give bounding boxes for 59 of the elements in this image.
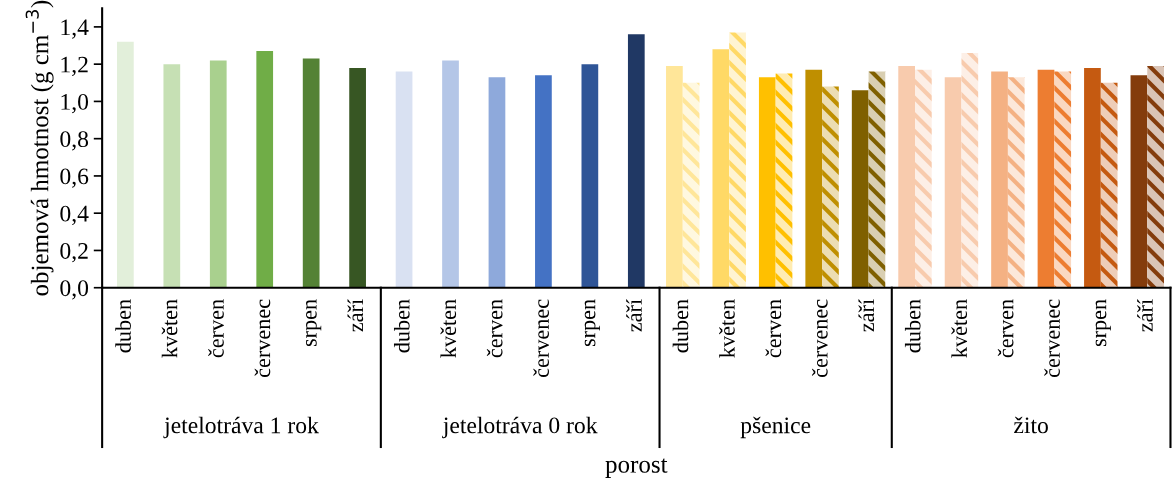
- y-tick-label: 0,2: [60, 242, 88, 263]
- x-tick-label: srpen: [1095, 299, 1111, 347]
- x-tick-label: září: [858, 299, 875, 332]
- bar: [256, 51, 274, 288]
- y-tick-label: 1,2: [61, 56, 88, 76]
- x-tick-label: červenec: [254, 299, 271, 377]
- y-tick-label: 1,0: [61, 93, 89, 114]
- x-tick-label: srpen: [584, 299, 600, 347]
- bar: [915, 69, 932, 288]
- bar: [822, 86, 839, 288]
- x-tick-label: červen: [765, 299, 782, 358]
- y-tick-label: 1,4: [61, 19, 89, 39]
- bar: [1007, 77, 1025, 288]
- x-tick-label: září: [347, 299, 364, 332]
- text: jetelotráva 0 rok: [442, 416, 598, 439]
- bar: [1037, 69, 1055, 288]
- x-tick-label: duben: [904, 299, 921, 353]
- bar: [1100, 82, 1118, 288]
- bar: [395, 71, 413, 288]
- bar: [868, 71, 886, 288]
- x-tick-label: červenec: [811, 299, 828, 377]
- bar: [991, 71, 1008, 288]
- x-tick-label: květen: [161, 299, 178, 358]
- x-axis-title: porost: [605, 458, 668, 478]
- bar: [1084, 67, 1101, 288]
- bar: [1130, 75, 1148, 288]
- x-tick-label: červenec: [533, 299, 549, 377]
- x-tick-label: červen: [208, 299, 224, 358]
- x-tick-label: září: [626, 299, 642, 332]
- y-axis-title: objemová hmotnost (g cm$^{−3}$): [25, 0, 54, 296]
- x-tick-label: květen: [440, 299, 457, 358]
- x-tick-label: duben: [115, 299, 131, 353]
- x-tick-label: červen: [997, 299, 1014, 358]
- y-tick-label: 0,8: [60, 131, 89, 151]
- bar: [898, 66, 916, 288]
- x-tick-label: červen: [486, 299, 503, 358]
- x-tick-label: září: [1137, 299, 1153, 332]
- bar: [302, 58, 320, 288]
- x-tick-label: srpen: [306, 299, 322, 347]
- bar: [349, 67, 366, 288]
- x-tick-label: květen: [951, 299, 968, 358]
- bar: [1054, 71, 1072, 288]
- y-tick-label: 0,6: [60, 168, 89, 188]
- bar: [209, 60, 227, 288]
- text: žito: [1014, 416, 1048, 434]
- bar: [163, 64, 181, 288]
- text: pšenice: [740, 416, 811, 439]
- x-tick-label: květen: [719, 299, 735, 358]
- bar: [775, 73, 793, 288]
- bar: [944, 77, 962, 288]
- y-tick-label: 0,0: [60, 280, 89, 300]
- x-tick-label: duben: [393, 299, 410, 353]
- x-tick-label: červenec: [1044, 299, 1060, 377]
- bar: [1147, 66, 1164, 288]
- text: jetelotráva 1 rok: [163, 416, 319, 439]
- x-tick-label: duben: [672, 299, 689, 353]
- bar: [117, 41, 134, 288]
- bar: [961, 52, 979, 288]
- y-tick-label: 0,4: [60, 205, 89, 226]
